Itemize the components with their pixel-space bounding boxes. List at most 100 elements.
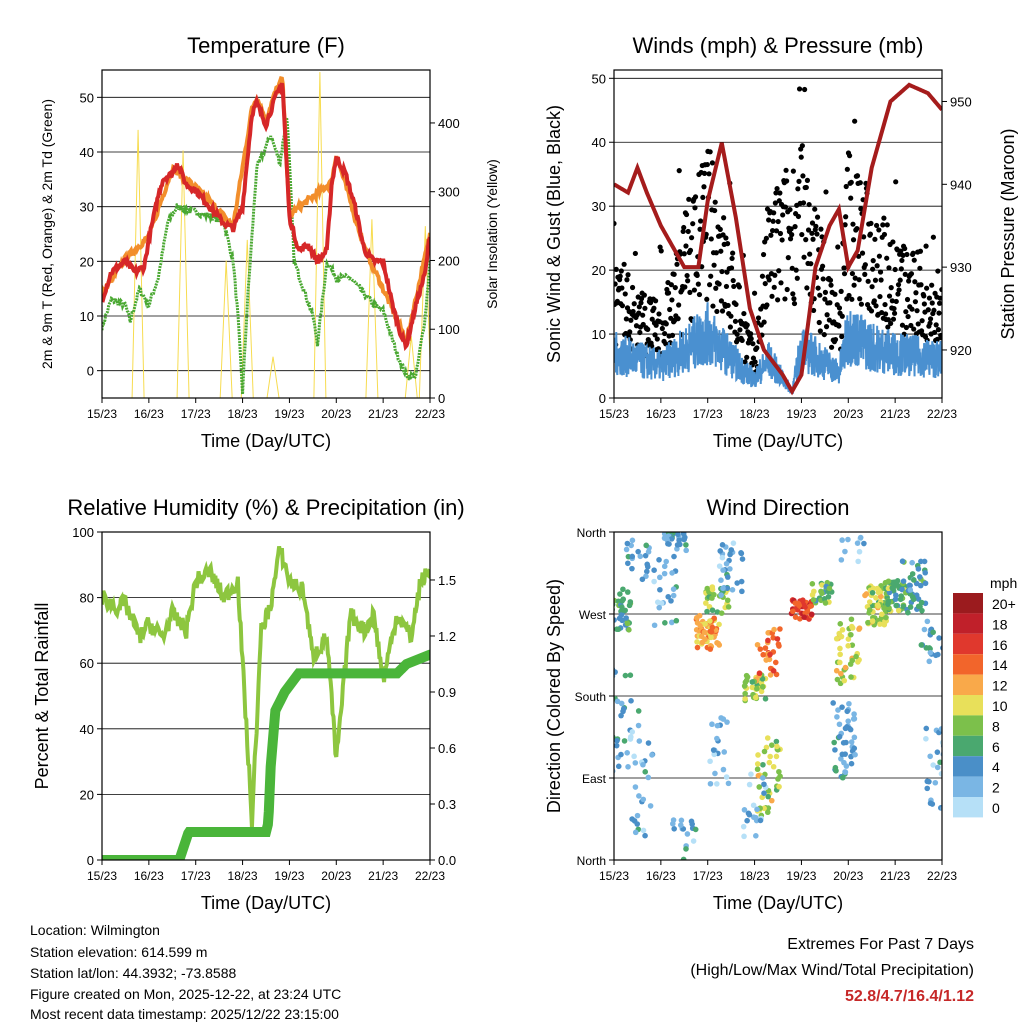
gust-point [826, 317, 832, 323]
gust-point [876, 227, 882, 233]
y2-tick-label: 100 [438, 322, 460, 337]
direction-point [764, 735, 771, 741]
direction-point [623, 615, 629, 621]
direction-point [851, 711, 857, 717]
y-axis-label: Direction (Colored By Speed) [544, 579, 564, 813]
direction-point [809, 581, 816, 587]
gust-point [912, 299, 918, 305]
gust-point [850, 237, 857, 243]
direction-point [836, 659, 843, 666]
gust-point [794, 275, 800, 281]
direction-point [670, 586, 677, 592]
gust-point [778, 280, 784, 286]
direction-point [742, 690, 748, 697]
y-tick-label: North [577, 854, 606, 868]
direction-point [845, 536, 851, 543]
gust-point [654, 336, 660, 342]
gust-point [898, 248, 904, 254]
direction-point [714, 781, 720, 787]
direction-point [708, 634, 714, 641]
direction-point [701, 629, 708, 635]
direction-point [834, 714, 840, 720]
gust-point [911, 257, 917, 263]
direction-point [826, 585, 833, 592]
direction-point [624, 749, 630, 756]
panel-2: 0 10 20 30 40 50 920 930 940 950 15/23 16/23 17/23 18… [544, 33, 1018, 451]
gust-point [791, 296, 797, 302]
direction-point [838, 755, 844, 762]
legend-label: 16 [992, 637, 1008, 653]
direction-point [661, 570, 668, 577]
gust-point [770, 218, 776, 224]
gust-point [795, 213, 802, 220]
direction-point [852, 751, 858, 758]
direction-point [631, 753, 637, 760]
direction-point [772, 659, 779, 666]
gust-point [827, 300, 833, 306]
y-tick-label: 80 [80, 591, 94, 606]
direction-point [716, 642, 723, 648]
y2-tick-label: 1.5 [438, 573, 456, 588]
gust-point [816, 319, 822, 326]
gust-point [723, 283, 730, 290]
direction-point [773, 753, 780, 760]
direction-point [943, 800, 949, 806]
direction-point [856, 625, 863, 632]
gust-point [820, 263, 826, 269]
rh-line [102, 545, 430, 828]
gust-point [681, 251, 687, 257]
direction-point [622, 672, 629, 679]
gust-point [868, 308, 875, 314]
direction-point [767, 753, 773, 760]
direction-point [839, 704, 845, 710]
gust-point [750, 341, 756, 347]
gust-point [815, 285, 821, 291]
direction-point [856, 548, 863, 555]
direction-point [619, 598, 625, 604]
gust-point [809, 220, 816, 226]
gust-point [873, 303, 879, 309]
direction-point [635, 722, 642, 729]
y2-tick-label: 1.2 [438, 629, 456, 644]
gust-point [832, 291, 838, 297]
gust-point [820, 276, 826, 282]
direction-point [765, 793, 771, 800]
direction-point [862, 592, 868, 599]
direction-point [662, 620, 668, 626]
gust-point [629, 284, 636, 291]
x-tick-label: 20/23 [321, 407, 351, 421]
gust-point [723, 235, 729, 241]
gust-point [623, 316, 629, 322]
direction-point [668, 536, 675, 542]
legend-swatch [953, 695, 983, 716]
direction-point [727, 566, 733, 572]
gust-point [731, 283, 737, 290]
direction-point [656, 604, 663, 611]
gust-point [669, 297, 675, 303]
gust-point [842, 222, 848, 228]
precip-line [102, 649, 430, 860]
direction-point [624, 540, 631, 547]
direction-point [768, 797, 775, 804]
solar-spike [176, 150, 190, 398]
solar-spike [418, 226, 430, 398]
direction-point [773, 738, 780, 745]
gust-point [889, 298, 895, 304]
direction-point [761, 748, 768, 755]
gust-point [882, 311, 889, 317]
y-tick-label: 10 [592, 327, 606, 342]
direction-point [800, 601, 807, 608]
x-tick-label: 22/23 [415, 869, 445, 883]
gust-point [813, 223, 819, 229]
direction-point [677, 822, 684, 828]
gust-point [652, 332, 658, 338]
gust-point [836, 305, 843, 311]
direction-point [608, 590, 614, 596]
gust-point [848, 179, 854, 185]
gust-point [814, 214, 821, 220]
direction-point [762, 645, 769, 651]
gust-point [900, 252, 906, 258]
direction-point [797, 615, 803, 622]
gust-point [725, 302, 731, 309]
direction-point [697, 622, 704, 629]
